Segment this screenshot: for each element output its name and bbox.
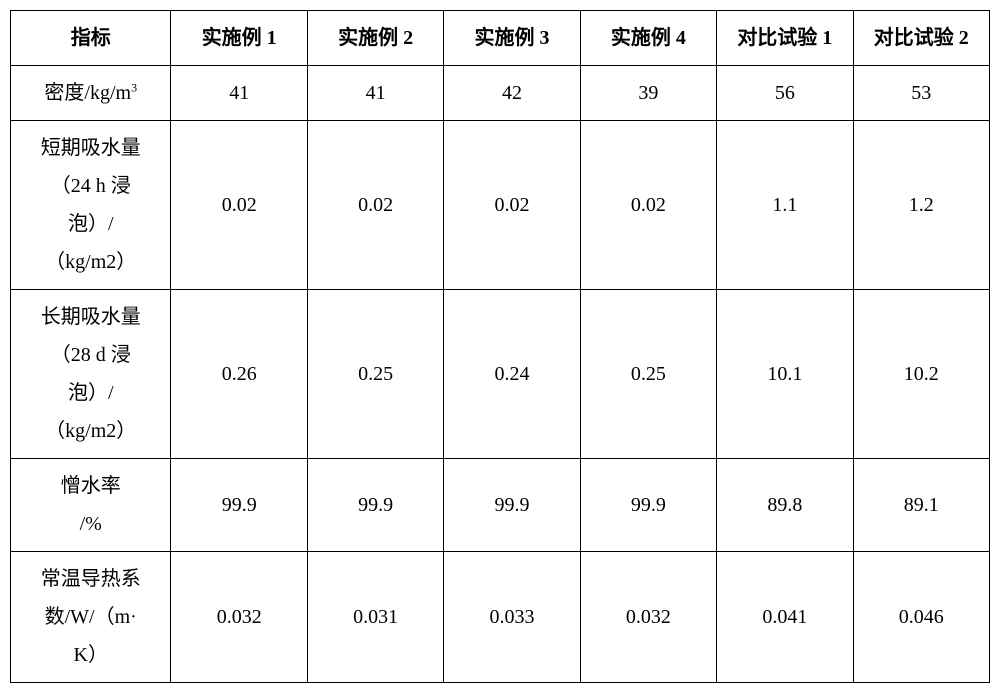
cell: 0.24 [444,290,580,459]
col-header: 实施例 1 [171,11,307,66]
col-header: 对比试验 1 [717,11,853,66]
cell: 99.9 [444,459,580,552]
row-label: 长期吸水量（28 d 浸泡）/（kg/m2） [11,290,171,459]
cell: 1.1 [717,121,853,290]
row-label: 短期吸水量（24 h 浸泡）/（kg/m2） [11,121,171,290]
cell: 89.8 [717,459,853,552]
cell: 0.25 [307,290,443,459]
cell: 99.9 [580,459,716,552]
cell: 1.2 [853,121,989,290]
cell: 10.1 [717,290,853,459]
cell: 0.041 [717,552,853,683]
cell: 99.9 [171,459,307,552]
cell: 99.9 [307,459,443,552]
cell: 41 [171,66,307,121]
cell: 0.26 [171,290,307,459]
table-body: 密度/kg/m3 41 41 42 39 56 53 短期吸水量（24 h 浸泡… [11,66,990,683]
cell: 10.2 [853,290,989,459]
cell: 0.031 [307,552,443,683]
cell: 0.25 [580,290,716,459]
cell: 53 [853,66,989,121]
data-table: 指标 实施例 1 实施例 2 实施例 3 实施例 4 对比试验 1 对比试验 2… [10,10,990,683]
col-header: 实施例 3 [444,11,580,66]
table-row: 长期吸水量（28 d 浸泡）/（kg/m2） 0.26 0.25 0.24 0.… [11,290,990,459]
col-header: 实施例 4 [580,11,716,66]
cell: 0.032 [580,552,716,683]
table-row: 短期吸水量（24 h 浸泡）/（kg/m2） 0.02 0.02 0.02 0.… [11,121,990,290]
cell: 0.02 [171,121,307,290]
cell: 0.033 [444,552,580,683]
cell: 56 [717,66,853,121]
cell: 41 [307,66,443,121]
cell: 89.1 [853,459,989,552]
row-label: 常温导热系数/W/（m·K） [11,552,171,683]
cell: 0.046 [853,552,989,683]
table-row: 常温导热系数/W/（m·K） 0.032 0.031 0.033 0.032 0… [11,552,990,683]
table-row: 密度/kg/m3 41 41 42 39 56 53 [11,66,990,121]
cell: 0.02 [580,121,716,290]
col-header: 对比试验 2 [853,11,989,66]
cell: 0.032 [171,552,307,683]
cell: 0.02 [444,121,580,290]
row-label: 憎水率/% [11,459,171,552]
table-header-row: 指标 实施例 1 实施例 2 实施例 3 实施例 4 对比试验 1 对比试验 2 [11,11,990,66]
cell: 42 [444,66,580,121]
col-header: 实施例 2 [307,11,443,66]
cell: 0.02 [307,121,443,290]
table-row: 憎水率/% 99.9 99.9 99.9 99.9 89.8 89.1 [11,459,990,552]
cell: 39 [580,66,716,121]
row-label: 密度/kg/m3 [11,66,171,121]
col-header: 指标 [11,11,171,66]
